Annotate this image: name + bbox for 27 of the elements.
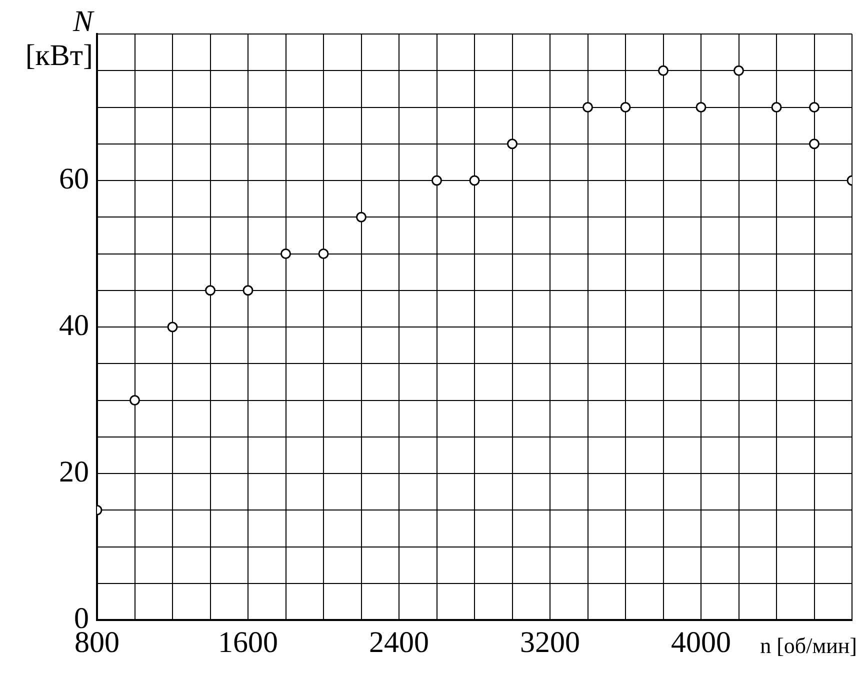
point (734, 65, 744, 76)
point (620, 102, 631, 112)
x-tick-label: 1600 (218, 626, 278, 659)
point (771, 102, 782, 112)
x-tick-label: 2400 (369, 626, 429, 659)
point (242, 285, 254, 296)
x-tick-label: 4000 (671, 626, 731, 659)
point (809, 102, 820, 112)
y-tick-label: 60 (59, 162, 89, 196)
y-tick-label: 20 (59, 455, 89, 488)
point (130, 395, 140, 406)
point (280, 248, 291, 259)
y-axis-title: N [кВт] (25, 4, 95, 72)
x-tick-label: 3200 (520, 626, 580, 659)
point (167, 322, 178, 332)
x-axis-title: n [об/мин] (760, 632, 857, 658)
y-tick-label: 40 (59, 308, 89, 342)
point (356, 212, 366, 222)
point (318, 248, 329, 259)
point (582, 102, 593, 112)
point (432, 175, 442, 186)
point (809, 138, 820, 150)
point (696, 102, 706, 112)
point (469, 175, 480, 186)
point (205, 285, 216, 296)
point (658, 65, 668, 76)
point (507, 138, 518, 150)
